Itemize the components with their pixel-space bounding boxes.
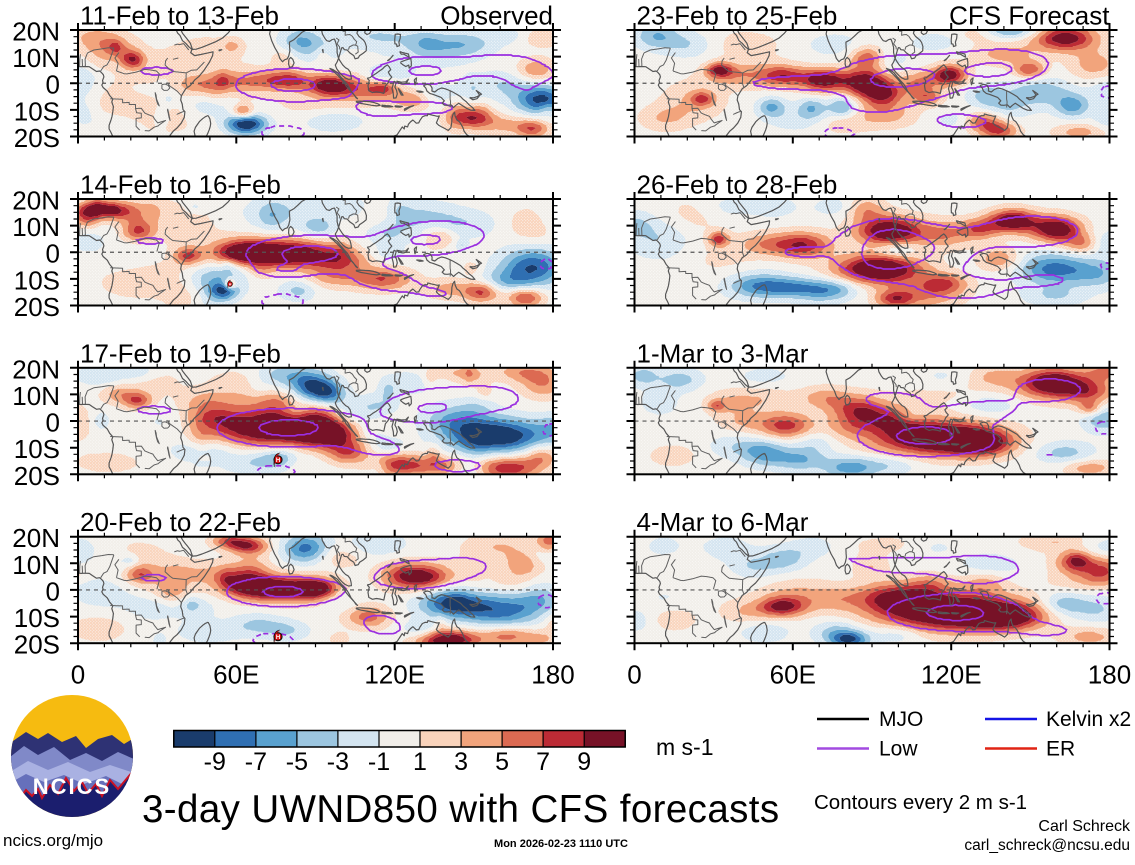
svg-text:-7: -7 xyxy=(245,748,267,776)
svg-text:MJO: MJO xyxy=(879,708,923,731)
svg-text:26-Feb to 28-Feb: 26-Feb to 28-Feb xyxy=(637,170,838,200)
svg-text:60E: 60E xyxy=(770,660,816,690)
svg-text:7: 7 xyxy=(536,748,550,776)
svg-text:m s-1: m s-1 xyxy=(656,734,714,760)
svg-text:NCICS: NCICS xyxy=(33,774,111,799)
svg-text:0: 0 xyxy=(627,660,641,690)
svg-text:-5: -5 xyxy=(286,748,308,776)
svg-text:180: 180 xyxy=(1088,660,1131,690)
svg-text:180: 180 xyxy=(531,660,574,690)
svg-text:11-Feb to 13-Feb: 11-Feb to 13-Feb xyxy=(80,1,279,31)
svg-text:120E: 120E xyxy=(364,660,425,690)
svg-text:Low: Low xyxy=(879,738,918,761)
svg-text:Kelvin x2: Kelvin x2 xyxy=(1046,708,1131,731)
svg-text:3-day UWND850 with CFS forecas: 3-day UWND850 with CFS forecasts xyxy=(142,788,780,831)
svg-text:3: 3 xyxy=(454,748,468,776)
svg-text:CFS Forecast: CFS Forecast xyxy=(949,1,1110,31)
svg-text:ncics.org/mjo: ncics.org/mjo xyxy=(3,831,103,850)
svg-text:20-Feb to 22-Feb: 20-Feb to 22-Feb xyxy=(80,507,281,537)
svg-text:-1: -1 xyxy=(368,748,390,776)
svg-text:17-Feb to 19-Feb: 17-Feb to 19-Feb xyxy=(80,338,281,368)
svg-text:14-Feb to 16-Feb: 14-Feb to 16-Feb xyxy=(80,170,281,200)
svg-text:9: 9 xyxy=(577,748,591,776)
svg-text:carl_schreck@ncsu.edu: carl_schreck@ncsu.edu xyxy=(964,837,1130,854)
svg-text:Contours every 2 m s-1: Contours every 2 m s-1 xyxy=(814,791,1027,814)
svg-text:ER: ER xyxy=(1046,738,1075,761)
svg-text:H: H xyxy=(276,458,280,464)
svg-text:1: 1 xyxy=(413,748,427,776)
svg-text:H: H xyxy=(229,282,232,286)
svg-text:Carl Schreck: Carl Schreck xyxy=(1038,818,1131,835)
svg-text:0: 0 xyxy=(71,660,85,690)
svg-text:Mon 2026-02-23 1110 UTC: Mon 2026-02-23 1110 UTC xyxy=(494,838,628,850)
svg-text:120E: 120E xyxy=(921,660,982,690)
svg-text:60E: 60E xyxy=(213,660,259,690)
svg-text:Observed: Observed xyxy=(440,1,553,31)
svg-text:-9: -9 xyxy=(204,748,226,776)
svg-text:4-Mar to 6-Mar: 4-Mar to 6-Mar xyxy=(637,507,809,537)
svg-text:1-Mar to 3-Mar: 1-Mar to 3-Mar xyxy=(637,338,809,368)
svg-text:5: 5 xyxy=(495,748,509,776)
svg-text:H: H xyxy=(276,635,280,641)
svg-text:-3: -3 xyxy=(327,748,349,776)
svg-text:23-Feb to 25-Feb: 23-Feb to 25-Feb xyxy=(637,1,838,31)
